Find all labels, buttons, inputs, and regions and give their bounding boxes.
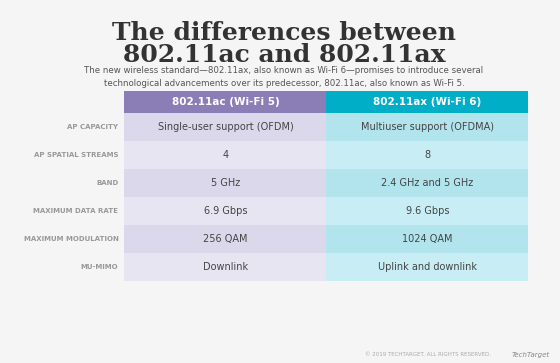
FancyBboxPatch shape	[124, 141, 326, 169]
FancyBboxPatch shape	[326, 91, 529, 113]
FancyBboxPatch shape	[326, 197, 529, 225]
Text: 256 QAM: 256 QAM	[203, 234, 248, 244]
FancyBboxPatch shape	[124, 113, 326, 141]
FancyBboxPatch shape	[326, 141, 529, 169]
Text: Multiuser support (OFDMA): Multiuser support (OFDMA)	[361, 122, 494, 132]
FancyBboxPatch shape	[326, 225, 529, 253]
Text: 5 GHz: 5 GHz	[211, 178, 240, 188]
Text: 802.11ax (Wi-Fi 6): 802.11ax (Wi-Fi 6)	[374, 97, 482, 107]
Text: TechTarget: TechTarget	[511, 352, 549, 358]
Text: AP CAPACITY: AP CAPACITY	[67, 124, 119, 130]
Text: The differences between: The differences between	[112, 21, 456, 45]
Text: © 2019 TECHTARGET. ALL RIGHTS RESERVED.: © 2019 TECHTARGET. ALL RIGHTS RESERVED.	[365, 352, 491, 358]
Text: BAND: BAND	[96, 180, 119, 186]
Text: Single-user support (OFDM): Single-user support (OFDM)	[157, 122, 293, 132]
FancyBboxPatch shape	[124, 169, 326, 197]
Text: 1024 QAM: 1024 QAM	[402, 234, 452, 244]
FancyBboxPatch shape	[124, 197, 326, 225]
Text: 9.6 Gbps: 9.6 Gbps	[405, 206, 449, 216]
FancyBboxPatch shape	[124, 253, 326, 281]
FancyBboxPatch shape	[326, 169, 529, 197]
FancyBboxPatch shape	[326, 253, 529, 281]
Text: MU-MIMO: MU-MIMO	[81, 264, 119, 270]
FancyBboxPatch shape	[326, 113, 529, 141]
Text: The new wireless standard—802.11ax, also known as Wi-Fi 6—promises to introduce : The new wireless standard—802.11ax, also…	[85, 66, 484, 88]
Text: MAXIMUM MODULATION: MAXIMUM MODULATION	[24, 236, 119, 242]
FancyBboxPatch shape	[124, 91, 326, 113]
Text: Downlink: Downlink	[203, 262, 248, 272]
Text: 2.4 GHz and 5 GHz: 2.4 GHz and 5 GHz	[381, 178, 474, 188]
Text: 6.9 Gbps: 6.9 Gbps	[204, 206, 247, 216]
Text: 802.11ac (Wi-Fi 5): 802.11ac (Wi-Fi 5)	[171, 97, 279, 107]
Text: 8: 8	[424, 150, 431, 160]
FancyBboxPatch shape	[124, 225, 326, 253]
Text: Uplink and downlink: Uplink and downlink	[378, 262, 477, 272]
Text: AP SPATIAL STREAMS: AP SPATIAL STREAMS	[34, 152, 119, 158]
Text: 4: 4	[222, 150, 228, 160]
Text: 802.11ac and 802.11ax: 802.11ac and 802.11ax	[123, 43, 445, 67]
Text: MAXIMUM DATA RATE: MAXIMUM DATA RATE	[34, 208, 119, 214]
